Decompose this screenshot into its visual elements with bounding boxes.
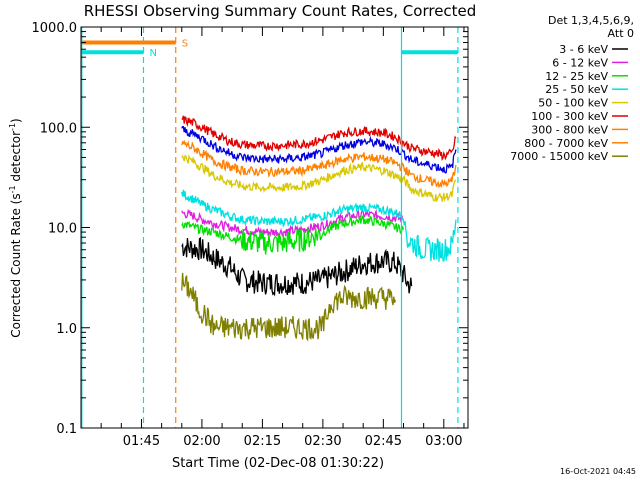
x-tick-label-5: 03:00 — [425, 434, 462, 449]
legend-header-line1: Det 1,3,4,5,6,9, — [548, 14, 634, 27]
legend-label-8: 7000 - 15000 keV — [510, 150, 608, 163]
x-tick-label-0: 01:45 — [123, 434, 160, 449]
x-tick-label-4: 02:45 — [365, 434, 402, 449]
series-line-8 — [181, 272, 397, 342]
legend-label-6: 300 - 800 keV — [531, 123, 608, 136]
legend-label-1: 6 - 12 keV — [552, 56, 608, 69]
y-tick-label-2: 10.0 — [48, 222, 77, 237]
y-axis-label: Corrected Count Rate (s-1 detector-1) — [8, 118, 23, 337]
y-tick-label-4: 0.1 — [56, 422, 77, 437]
series-line-1 — [181, 208, 404, 237]
series-line-2 — [181, 214, 405, 255]
x-tick-label-1: 02:00 — [183, 434, 220, 449]
series-line-4 — [181, 154, 457, 203]
chart-title: RHESSI Observing Summary Count Rates, Co… — [84, 2, 477, 20]
x-tick-label-3: 02:30 — [304, 434, 341, 449]
legend-label-7: 800 - 7000 keV — [524, 137, 608, 150]
y-tick-label-0: 1000.0 — [32, 21, 78, 36]
legend-header-line2: Att 0 — [608, 27, 634, 40]
y-tick-label-3: 1.0 — [56, 322, 77, 337]
series-line-3 — [181, 189, 457, 263]
legend-label-5: 100 - 300 keV — [531, 110, 608, 123]
x-axis-label: Start Time (02-Dec-08 01:30:22) — [172, 456, 384, 471]
flag-label-1: N — [149, 48, 156, 59]
series-line-0 — [181, 236, 413, 297]
legend-label-4: 50 - 100 keV — [538, 97, 608, 110]
legend-label-3: 25 - 50 keV — [545, 83, 608, 96]
flag-label-0: S — [182, 39, 188, 50]
legend-label-2: 12 - 25 keV — [545, 70, 608, 83]
footer-timestamp: 16-Oct-2021 04:45 — [560, 467, 636, 476]
series-line-5 — [181, 115, 457, 162]
x-tick-label-2: 02:15 — [244, 434, 281, 449]
legend-label-0: 3 - 6 keV — [559, 43, 608, 56]
series-line-6 — [181, 139, 457, 189]
y-tick-label-1: 100.0 — [40, 121, 77, 136]
series-line-9 — [181, 125, 457, 174]
